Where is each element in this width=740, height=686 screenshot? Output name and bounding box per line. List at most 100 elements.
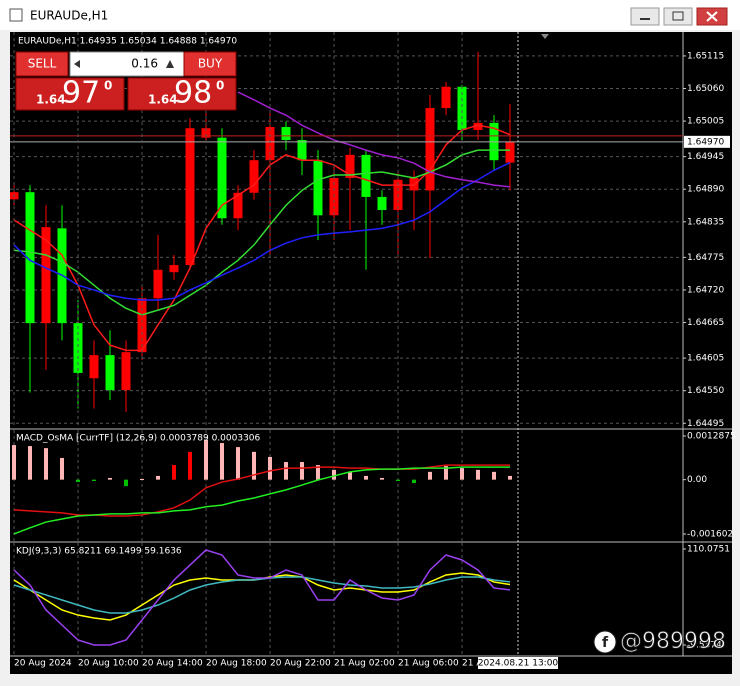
y-tick-label: 0.0012875 [687, 432, 736, 442]
x-tick-label: 21 Aug 06:00 [398, 659, 459, 669]
x-tick-label: 20 Aug 22:00 [270, 659, 331, 669]
lots-down[interactable] [74, 60, 80, 68]
y-tick-label: 1.64890 [687, 185, 724, 195]
sell-label: SELL [28, 57, 57, 71]
shift-marker [541, 34, 549, 39]
candle-body [41, 227, 51, 324]
indicator-line [13, 466, 510, 535]
histogram-bar [188, 451, 192, 480]
histogram-bar [492, 471, 496, 480]
watermark-icon-glyph: f [602, 635, 609, 651]
minimize-button[interactable] [630, 7, 660, 26]
y-tick-label: 1.64835 [687, 217, 724, 227]
histogram-bar [220, 443, 224, 480]
lots-box[interactable] [69, 51, 185, 77]
candle-body [105, 355, 115, 391]
sell-button[interactable] [15, 51, 69, 77]
panel-1 [12, 439, 512, 535]
histogram-bar [300, 462, 304, 480]
candle-body [473, 122, 483, 130]
histogram-bar [124, 479, 128, 487]
histogram-bar [284, 462, 288, 480]
histogram-bar [76, 479, 80, 483]
y-tick-label: 1.64775 [687, 253, 724, 263]
ask-box[interactable] [127, 77, 237, 111]
panel-title: KDJ(9,3,3) 65.8211 69.1499 59.1636 [16, 547, 182, 557]
y-tick-label: 1.65005 [687, 117, 724, 127]
indicator-line [13, 549, 511, 646]
histogram-bar [204, 439, 208, 480]
bid-box[interactable] [15, 77, 125, 111]
ask-digits: 98 [174, 76, 212, 111]
candle-body [297, 140, 307, 161]
candle-body [217, 137, 227, 219]
y-tick-label: 110.0751 [687, 545, 730, 555]
candle-body [425, 108, 435, 191]
price-label: 1.64970 [687, 137, 724, 147]
candle-body [201, 128, 211, 138]
candle-body [185, 128, 195, 266]
candle-body [137, 298, 147, 353]
histogram-bar [332, 469, 336, 480]
title-bar [0, 0, 740, 30]
x-tick-label: 21 Aug 02:00 [334, 659, 395, 669]
buy-label: BUY [198, 57, 223, 71]
lots-value: 0.16 [131, 57, 158, 71]
y-tick-label: 1.64605 [687, 354, 724, 364]
y-tick-label: -9.5374 [687, 641, 722, 651]
histogram-bar [428, 471, 432, 480]
histogram-bar [396, 479, 400, 482]
candle-body [505, 141, 515, 163]
candle-body [457, 86, 467, 130]
y-tick-label: 1.64945 [687, 152, 724, 162]
panel-title: EURAUDe,H1 1.64935 1.65034 1.64888 1.649… [18, 37, 237, 47]
histogram-bar [44, 448, 48, 480]
histogram-bar [348, 471, 352, 480]
x-tick-label: 20 Aug 14:00 [142, 659, 203, 669]
bid-big: 1.64 [36, 93, 66, 107]
candle-body [169, 265, 179, 273]
candle-body [89, 355, 99, 379]
y-tick-label: 1.64665 [687, 318, 724, 328]
candle-body [233, 192, 243, 219]
candle-body [377, 196, 387, 210]
candle-body [249, 160, 259, 193]
histogram-bar [412, 479, 416, 484]
histogram-bar [28, 446, 32, 480]
indicator-line [13, 576, 511, 614]
histogram-bar [252, 451, 256, 480]
histogram-bar [108, 477, 112, 480]
lots-up[interactable] [166, 60, 174, 68]
histogram-bar [140, 478, 144, 480]
histogram-bar [364, 475, 368, 480]
candle-body [265, 127, 275, 161]
y-tick-label: 1.64550 [687, 386, 724, 396]
histogram-bar [444, 466, 448, 480]
candle-body [345, 154, 355, 178]
histogram-bar [172, 465, 176, 480]
watermark: @989998 [620, 629, 726, 654]
bid-small: 0 [104, 79, 112, 93]
watermark-icon [593, 630, 617, 654]
y-tick-label: 1.64720 [687, 285, 724, 295]
histogram-bar [268, 456, 272, 480]
trade-panel: SELL 0.16 BUY 1.64 97 0 1.64 98 0 [15, 51, 237, 111]
cursor-label: 2024.08.21 13:00 [478, 659, 559, 669]
chart-area [10, 32, 732, 674]
window-icon [9, 8, 23, 22]
buy-button[interactable] [183, 51, 237, 77]
y-tick-label: 1.64495 [687, 419, 724, 429]
candle-body [121, 352, 131, 391]
price-label-box [684, 135, 730, 148]
histogram-bar [476, 469, 480, 480]
ask-small: 0 [216, 79, 224, 93]
candle-body [25, 192, 35, 324]
restore-button[interactable] [663, 7, 693, 26]
ask-big: 1.64 [148, 93, 178, 107]
histogram-bar [12, 445, 16, 480]
y-tick-label: 0.00 [687, 475, 707, 485]
histogram-bar [156, 475, 160, 480]
x-tick-label: 20 Aug 18:00 [206, 659, 267, 669]
histogram-bar [380, 477, 384, 480]
